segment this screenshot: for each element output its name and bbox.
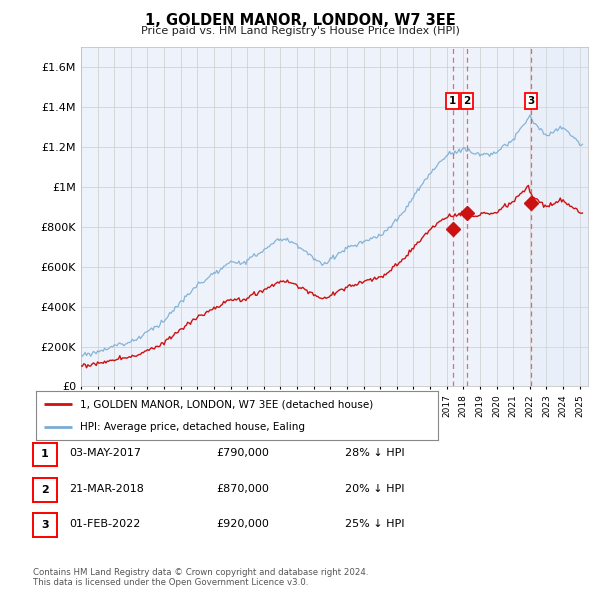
Bar xyxy=(531,47,588,386)
Text: 03-MAY-2017: 03-MAY-2017 xyxy=(69,448,141,458)
Text: £870,000: £870,000 xyxy=(216,484,269,493)
Text: 25% ↓ HPI: 25% ↓ HPI xyxy=(345,519,404,529)
Text: 3: 3 xyxy=(527,96,535,106)
Text: Price paid vs. HM Land Registry's House Price Index (HPI): Price paid vs. HM Land Registry's House … xyxy=(140,26,460,36)
Text: £790,000: £790,000 xyxy=(216,448,269,458)
Text: 3: 3 xyxy=(41,520,49,530)
Text: £920,000: £920,000 xyxy=(216,519,269,529)
Text: 1: 1 xyxy=(41,450,49,459)
Text: 2: 2 xyxy=(41,485,49,494)
Text: HPI: Average price, detached house, Ealing: HPI: Average price, detached house, Eali… xyxy=(80,422,305,432)
Text: Contains HM Land Registry data © Crown copyright and database right 2024.
This d: Contains HM Land Registry data © Crown c… xyxy=(33,568,368,587)
Text: 1, GOLDEN MANOR, LONDON, W7 3EE (detached house): 1, GOLDEN MANOR, LONDON, W7 3EE (detache… xyxy=(80,399,373,409)
Text: 2: 2 xyxy=(463,96,470,106)
Text: 1, GOLDEN MANOR, LONDON, W7 3EE: 1, GOLDEN MANOR, LONDON, W7 3EE xyxy=(145,13,455,28)
Text: 21-MAR-2018: 21-MAR-2018 xyxy=(69,484,144,493)
Text: 01-FEB-2022: 01-FEB-2022 xyxy=(69,519,140,529)
Text: 1: 1 xyxy=(449,96,456,106)
Text: 20% ↓ HPI: 20% ↓ HPI xyxy=(345,484,404,493)
Text: 28% ↓ HPI: 28% ↓ HPI xyxy=(345,448,404,458)
